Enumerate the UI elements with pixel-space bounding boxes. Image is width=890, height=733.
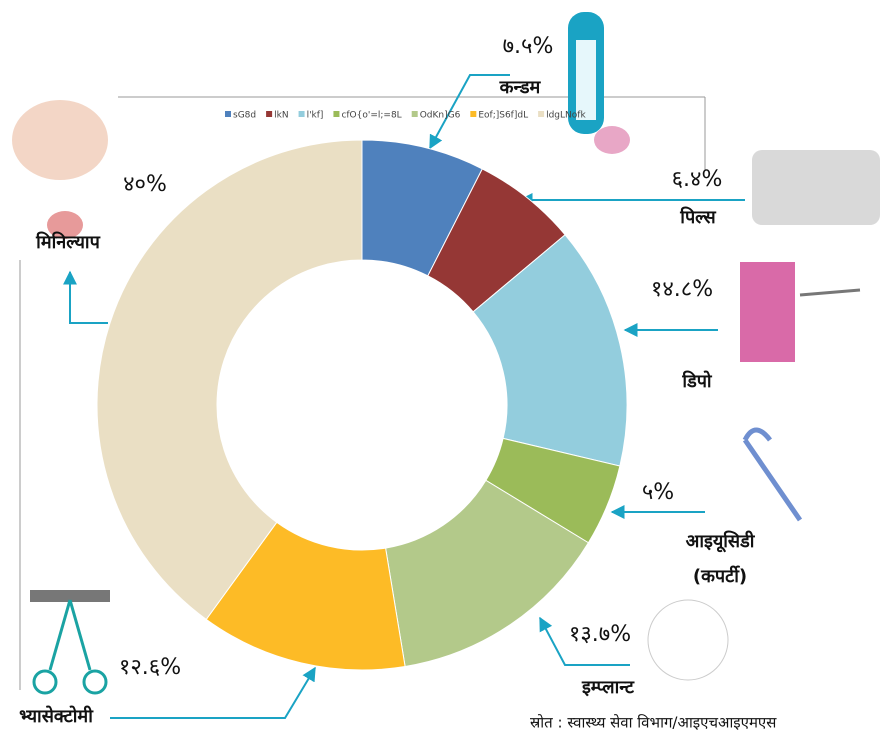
source-note: स्रोत : स्वास्थ्य सेवा विभाग/आइएचआइएमएस	[530, 714, 777, 732]
value-label: ६.४%	[672, 167, 723, 192]
legend-label: OdKn]G6	[420, 111, 461, 121]
category-label: कन्डम	[499, 77, 542, 98]
legend-label: cfO{o'=l;=8L	[341, 111, 401, 121]
value-label: ५%	[642, 480, 674, 505]
category-label: पिल्स	[679, 206, 716, 228]
legend-swatch	[412, 111, 418, 117]
legend-swatch	[470, 111, 476, 117]
legend-label: sG8d	[233, 111, 256, 121]
value-label: ४०%	[123, 172, 167, 197]
value-label: १४.८%	[651, 277, 713, 302]
chart: स्रोत : स्वास्थ्य सेवा विभाग/आइएचआइएमएस …	[0, 0, 890, 733]
value-label: १३.७%	[569, 622, 631, 647]
value-label: १२.६%	[119, 655, 181, 680]
legend-label: ldgLNofk	[546, 111, 586, 121]
legend-label: lkN	[274, 111, 288, 121]
category-label: डिपो	[681, 370, 713, 392]
legend-label: l'kf]	[307, 111, 324, 121]
category-label: भ्यासेक्टोमी	[19, 705, 94, 727]
legend-swatch	[266, 111, 272, 117]
category-label: आइयूसिडी	[686, 530, 756, 553]
annotation: (कपर्टी)	[693, 565, 747, 587]
value-label: ७.५%	[503, 34, 554, 59]
legend-swatch	[299, 111, 305, 117]
legend-swatch	[225, 111, 231, 117]
category-label: मिनिल्याप	[35, 231, 100, 253]
legend-label: Eof;]S6f]dL	[478, 111, 528, 121]
category-label: इम्प्लान्ट	[581, 677, 635, 698]
legend-swatch	[333, 111, 339, 117]
legend-swatch	[538, 111, 544, 117]
